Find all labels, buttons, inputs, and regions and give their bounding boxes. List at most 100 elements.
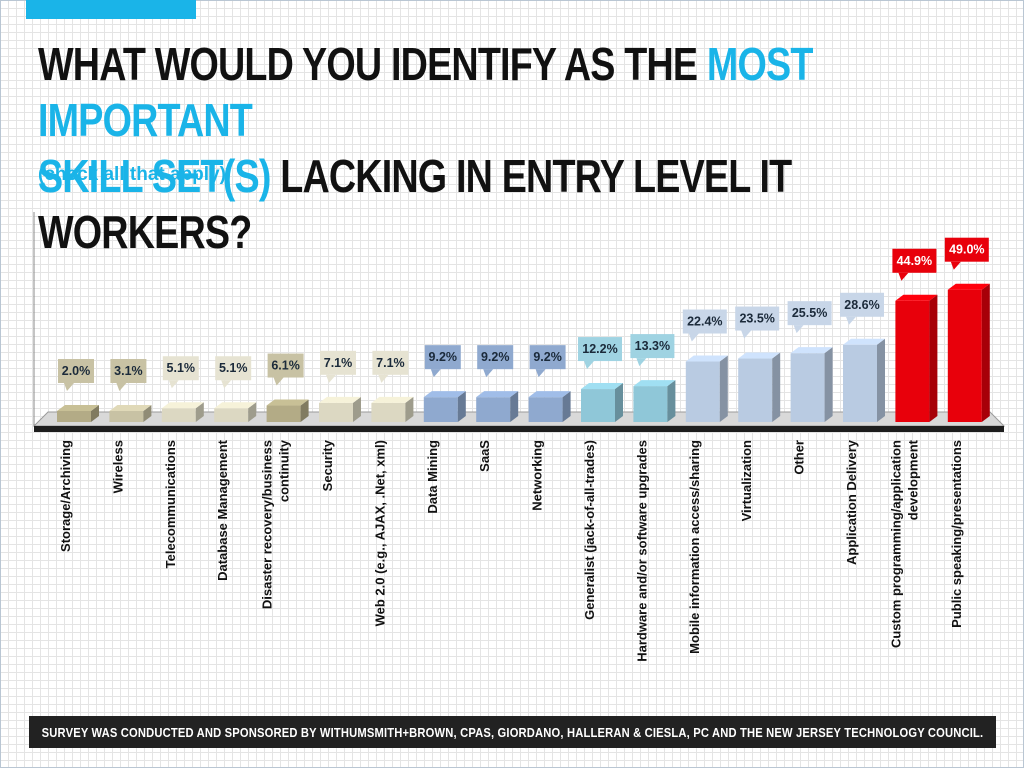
category-label: Database Management	[215, 439, 230, 581]
bar-side	[824, 347, 833, 422]
data-label-pointer	[116, 383, 127, 391]
data-label-box	[682, 309, 727, 334]
data-label-pointer	[584, 361, 594, 370]
data-label-box	[840, 292, 884, 317]
data-label: 9.2%	[477, 345, 514, 378]
data-label: 5.1%	[162, 356, 199, 389]
bar-group	[109, 405, 152, 422]
data-label-box	[110, 359, 147, 383]
category-label: Security	[320, 439, 335, 491]
data-label-box	[320, 350, 356, 375]
category-label: Hardware and/or software upgrades	[634, 440, 649, 662]
data-label-box	[372, 350, 409, 375]
bar-group	[738, 352, 781, 422]
bar-group	[633, 380, 676, 422]
bar	[685, 361, 720, 422]
data-label: 23.5%	[735, 306, 780, 339]
bar-top	[423, 391, 466, 398]
data-label-pointer	[741, 330, 752, 339]
data-label-pointer	[430, 369, 441, 378]
bar-side	[300, 399, 309, 422]
data-label-box	[162, 356, 199, 381]
category-label: Disaster recovery/business	[260, 440, 275, 609]
data-label-text: 5.1%	[167, 361, 196, 375]
data-label-pointer	[688, 333, 699, 342]
bar-side	[615, 383, 623, 422]
data-label-pointer	[221, 380, 232, 389]
bar-top	[843, 338, 885, 345]
bar-top	[738, 352, 781, 359]
bar	[266, 405, 301, 422]
data-label-pointer	[273, 377, 284, 386]
category-label: Other	[792, 440, 807, 475]
bar	[633, 386, 668, 422]
data-label: 5.1%	[215, 356, 252, 389]
bar	[371, 402, 406, 422]
category-label: Data Mining	[425, 440, 440, 514]
bar	[947, 289, 982, 422]
data-label-box	[424, 345, 461, 370]
bar-chart: 2.0% Storage/Archiving 3.1% Wireless 5.1% Tel…	[32, 212, 1006, 662]
data-label: 7.1%	[372, 350, 409, 383]
category-label: development	[905, 439, 920, 520]
bar-group	[947, 283, 990, 422]
data-label-box	[58, 359, 94, 383]
bar-top	[581, 383, 623, 390]
bar-top	[790, 347, 833, 354]
bar	[319, 402, 353, 422]
data-label: 13.3%	[630, 334, 675, 367]
data-label: 7.1%	[320, 350, 356, 383]
bar	[214, 408, 249, 422]
data-label-text: 2.0%	[62, 364, 91, 378]
bar-side	[91, 405, 99, 422]
data-label-pointer	[793, 325, 804, 334]
data-label-pointer	[378, 374, 389, 383]
data-label-box	[215, 356, 252, 381]
bar-group	[161, 402, 204, 422]
footer-text: SURVEY WAS CONDUCTED AND SPONSORED BY WI…	[41, 724, 984, 740]
data-label: 44.9%	[892, 248, 937, 281]
data-label: 3.1%	[110, 359, 147, 391]
data-label: 12.2%	[578, 337, 622, 370]
bar-group	[319, 396, 361, 422]
title-highlight-2: SKILL SET(S)	[38, 150, 271, 202]
category-label: continuity	[277, 439, 292, 502]
chart-floor-edge	[34, 426, 1004, 432]
bar	[843, 344, 877, 422]
bar-top	[214, 402, 257, 409]
bar-top	[371, 396, 414, 403]
bar-side	[981, 283, 990, 422]
data-label-pointer	[950, 261, 961, 270]
data-label-text: 7.1%	[324, 356, 353, 370]
category-label: Virtualization	[739, 440, 754, 521]
subtitle: (check all that apply)	[38, 164, 226, 185]
footer-banner: SURVEY WAS CONDUCTED AND SPONSORED BY WI…	[29, 716, 996, 748]
data-label: 25.5%	[787, 301, 832, 334]
category-label: Public speaking/presentations	[949, 440, 964, 628]
bar-group	[790, 347, 833, 422]
data-label: 49.0%	[944, 237, 989, 270]
category-label: Application Delivery	[844, 439, 859, 565]
bar-top	[161, 402, 204, 409]
category-label: SaaS	[477, 440, 492, 472]
data-label-box	[578, 337, 622, 362]
bar-group	[266, 399, 309, 422]
bar	[109, 411, 144, 422]
title-part-1: WHAT WOULD YOU IDENTIFY AS THE	[38, 38, 707, 90]
bar-side	[562, 391, 571, 422]
bar-side	[353, 396, 361, 422]
bar-group	[214, 402, 257, 422]
category-label: Storage/Archiving	[58, 440, 73, 552]
data-label-text: 25.5%	[792, 306, 827, 320]
category-label: Mobile information access/sharing	[687, 440, 702, 654]
data-label-text: 3.1%	[114, 364, 143, 378]
bar	[423, 397, 458, 422]
data-label-pointer	[168, 380, 179, 389]
data-label-pointer	[64, 383, 74, 391]
data-label-pointer	[483, 369, 494, 378]
data-label-pointer	[326, 374, 336, 383]
data-label-text: 12.2%	[582, 342, 617, 356]
data-label-text: 9.2%	[429, 350, 458, 364]
data-label-pointer	[636, 358, 647, 367]
bar-top	[319, 396, 361, 403]
